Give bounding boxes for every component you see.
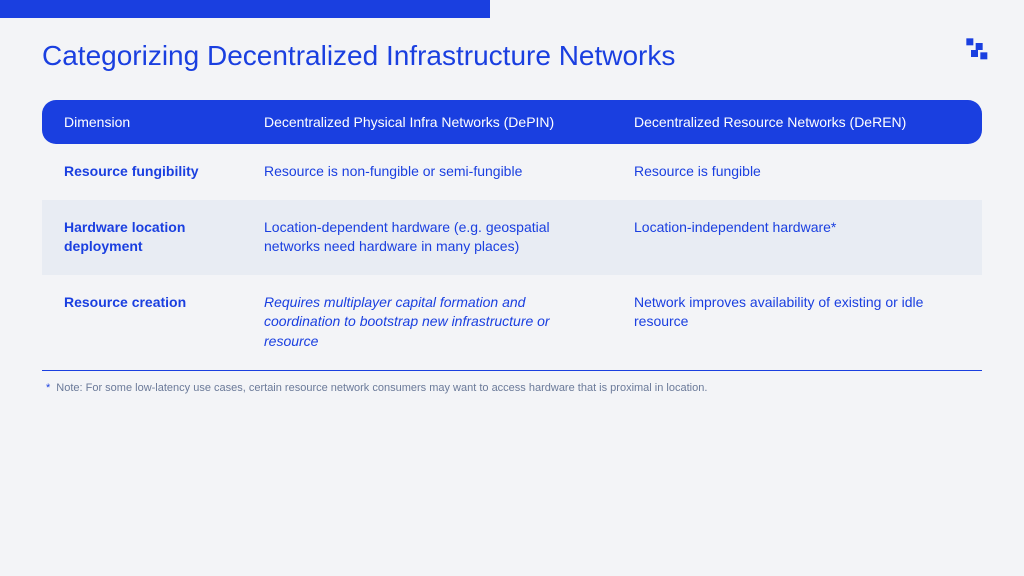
page-title: Categorizing Decentralized Infrastructur… <box>42 40 675 72</box>
brand-logo-icon <box>964 36 992 64</box>
table-divider <box>42 370 982 371</box>
row-dimension: Resource creation <box>64 293 264 352</box>
row-depin: Resource is non-fungible or semi-fungibl… <box>264 162 634 182</box>
footnote-text: Note: For some low-latency use cases, ce… <box>56 382 707 394</box>
table-row: Hardware location deploymentLocation-dep… <box>42 200 982 275</box>
footnote-marker: * <box>46 382 50 394</box>
row-deren: Resource is fungible <box>634 162 960 182</box>
row-deren: Location-independent hardware* <box>634 218 960 257</box>
header-dimension: Dimension <box>64 114 264 130</box>
footnote: * Note: For some low-latency use cases, c… <box>42 381 982 396</box>
row-dimension: Hardware location deployment <box>64 218 264 257</box>
table-header-row: Dimension Decentralized Physical Infra N… <box>42 100 982 144</box>
header-deren: Decentralized Resource Networks (DeREN) <box>634 114 960 130</box>
table-row: Resource fungibilityResource is non-fung… <box>42 144 982 200</box>
row-dimension: Resource fungibility <box>64 162 264 182</box>
header-depin: Decentralized Physical Infra Networks (D… <box>264 114 634 130</box>
row-depin: Requires multiplayer capital formation a… <box>264 293 634 352</box>
table-row: Resource creationRequires multiplayer ca… <box>42 275 982 370</box>
comparison-table: Dimension Decentralized Physical Infra N… <box>42 100 982 396</box>
row-depin: Location-dependent hardware (e.g. geospa… <box>264 218 634 257</box>
top-accent-bar <box>0 0 490 18</box>
row-deren: Network improves availability of existin… <box>634 293 960 352</box>
